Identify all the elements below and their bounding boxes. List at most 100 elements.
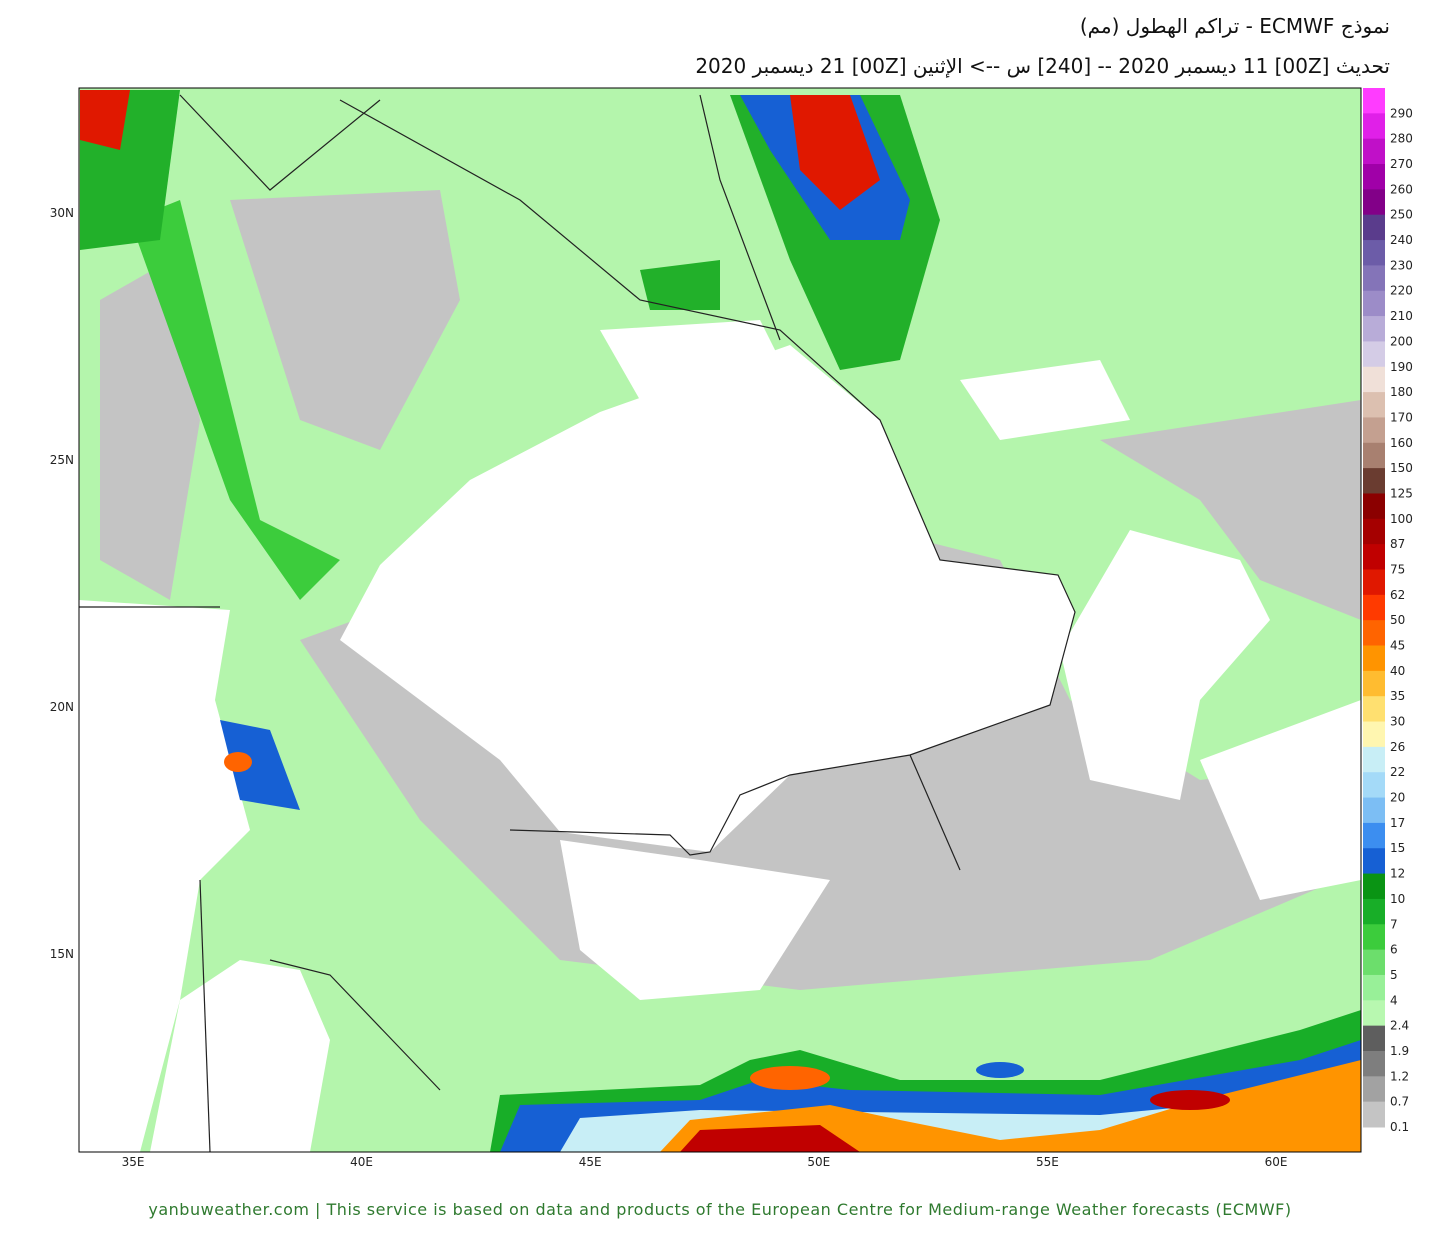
title: نموذج ECMWF - تراكم الهطول (مم) <box>1079 14 1390 38</box>
colorbar-swatch <box>1363 898 1385 925</box>
heavy-precip <box>750 1066 830 1090</box>
colorbar-swatch <box>1363 164 1385 190</box>
colorbar-swatch <box>1363 772 1385 799</box>
colorbar-label: 35 <box>1390 689 1405 703</box>
colorbar-swatch <box>1363 138 1385 165</box>
colorbar-swatch <box>1363 417 1385 444</box>
lon-label: 35E <box>122 1155 145 1169</box>
colorbar-label: 26 <box>1390 740 1405 754</box>
lon-label: 45E <box>579 1155 602 1169</box>
colorbar-label: 87 <box>1390 537 1405 551</box>
light-precip <box>230 190 460 450</box>
colorbar-label: 100 <box>1390 512 1413 526</box>
colorbar-swatch <box>1363 822 1385 849</box>
colorbar-swatch <box>1363 113 1385 140</box>
colorbar-label: 1.2 <box>1390 1069 1409 1083</box>
colorbar-label: 7 <box>1390 917 1398 931</box>
colorbar-swatch <box>1363 265 1385 292</box>
lat-label: 30N <box>50 206 74 220</box>
footer: yanbuweather.com | This service is based… <box>148 1200 1292 1219</box>
colorbar-label: 6 <box>1390 943 1398 957</box>
map-frame <box>78 87 1362 1153</box>
colorbar-swatch <box>1363 392 1385 418</box>
colorbar-label: 280 <box>1390 132 1413 146</box>
colorbar-swatch <box>1363 1076 1385 1103</box>
dry-area <box>1060 530 1270 800</box>
colorbar-label: 12 <box>1390 867 1405 881</box>
colorbar-label: 220 <box>1390 284 1413 298</box>
colorbar-label: 290 <box>1390 106 1413 120</box>
heavy-precip <box>660 1060 1361 1152</box>
colorbar-label: 0.7 <box>1390 1095 1409 1109</box>
colorbar-label: 260 <box>1390 182 1413 196</box>
lon-label: 50E <box>807 1155 830 1169</box>
colorbar-swatch <box>1363 721 1385 748</box>
heavy-precip <box>220 720 300 810</box>
colorbar-swatch <box>1363 848 1385 875</box>
colorbar-swatch <box>1363 620 1385 647</box>
colorbar-swatch <box>1363 670 1385 697</box>
colorbar-label: 62 <box>1390 588 1405 602</box>
light-precip <box>1100 400 1361 620</box>
colorbar-label: 15 <box>1390 841 1405 855</box>
colorbar-swatch <box>1363 240 1385 266</box>
colorbar-swatch <box>1363 797 1385 824</box>
colorbar-label: 2.4 <box>1390 1019 1409 1033</box>
colorbar-label: 1.9 <box>1390 1044 1409 1058</box>
heavy-precip <box>224 752 252 772</box>
dry-area <box>560 840 830 1000</box>
colorbar-swatch <box>1363 873 1385 900</box>
colorbar-label: 22 <box>1390 765 1405 779</box>
dry-area <box>340 345 1075 852</box>
map: 290 280 270 260 250 240 230 220 210 200 190 180 170 1… <box>50 87 1413 1169</box>
lon-label: 60E <box>1265 1155 1288 1169</box>
lat-label: 20N <box>50 700 74 714</box>
colorbar-swatch <box>1363 493 1385 520</box>
lat-label: 15N <box>50 947 74 961</box>
heavy-precip <box>790 95 880 210</box>
colorbar-swatch <box>1363 746 1385 773</box>
colorbar-label: 50 <box>1390 613 1405 627</box>
moderate-precip <box>640 260 720 310</box>
colorbar-swatch <box>1363 1025 1385 1052</box>
colorbar-swatch <box>1363 974 1385 1001</box>
lon-label: 40E <box>350 1155 373 1169</box>
colorbar-swatch <box>1363 290 1385 317</box>
colorbar-label: 5 <box>1390 968 1398 982</box>
colorbar-label: 125 <box>1390 486 1413 500</box>
colorbar-swatch <box>1363 189 1385 216</box>
colorbar-label: 4 <box>1390 993 1398 1007</box>
subtitle: تحديث [00Z] 11 ديسمبر 2020 -- [240] س --… <box>695 54 1390 78</box>
colorbar-swatch <box>1363 214 1385 241</box>
colorbar-label: 190 <box>1390 360 1413 374</box>
colorbar-swatch <box>1363 366 1385 393</box>
borders <box>79 94 1076 1152</box>
colorbar-label: 75 <box>1390 562 1405 576</box>
dry-area <box>150 960 330 1152</box>
colorbar-label: 10 <box>1390 892 1405 906</box>
colorbar-label: 240 <box>1390 233 1413 247</box>
colorbar-swatch <box>1363 518 1385 545</box>
colorbar-swatch <box>1363 468 1385 494</box>
colorbar-swatch <box>1363 569 1385 596</box>
dry-area <box>79 600 250 1152</box>
colorbar-label: 180 <box>1390 385 1413 399</box>
colorbar-label: 40 <box>1390 664 1405 678</box>
colorbar-swatch <box>1363 1101 1385 1128</box>
colorbar-swatch <box>1363 544 1385 570</box>
colorbar-swatch <box>1363 442 1385 469</box>
heavy-precip <box>80 90 130 150</box>
dry-area <box>1200 700 1361 900</box>
colorbar-swatch <box>1363 341 1385 368</box>
colorbar-label: 30 <box>1390 715 1405 729</box>
colorbar-swatch <box>1363 594 1385 621</box>
colorbar-label: 250 <box>1390 208 1413 222</box>
colorbar-swatch <box>1363 316 1385 342</box>
colorbar-label: 270 <box>1390 157 1413 171</box>
colorbar-label: 45 <box>1390 639 1405 653</box>
lat-label: 25N <box>50 453 74 467</box>
colorbar-swatch <box>1363 696 1385 723</box>
colorbar-label: 150 <box>1390 461 1413 475</box>
lon-label: 55E <box>1036 1155 1059 1169</box>
